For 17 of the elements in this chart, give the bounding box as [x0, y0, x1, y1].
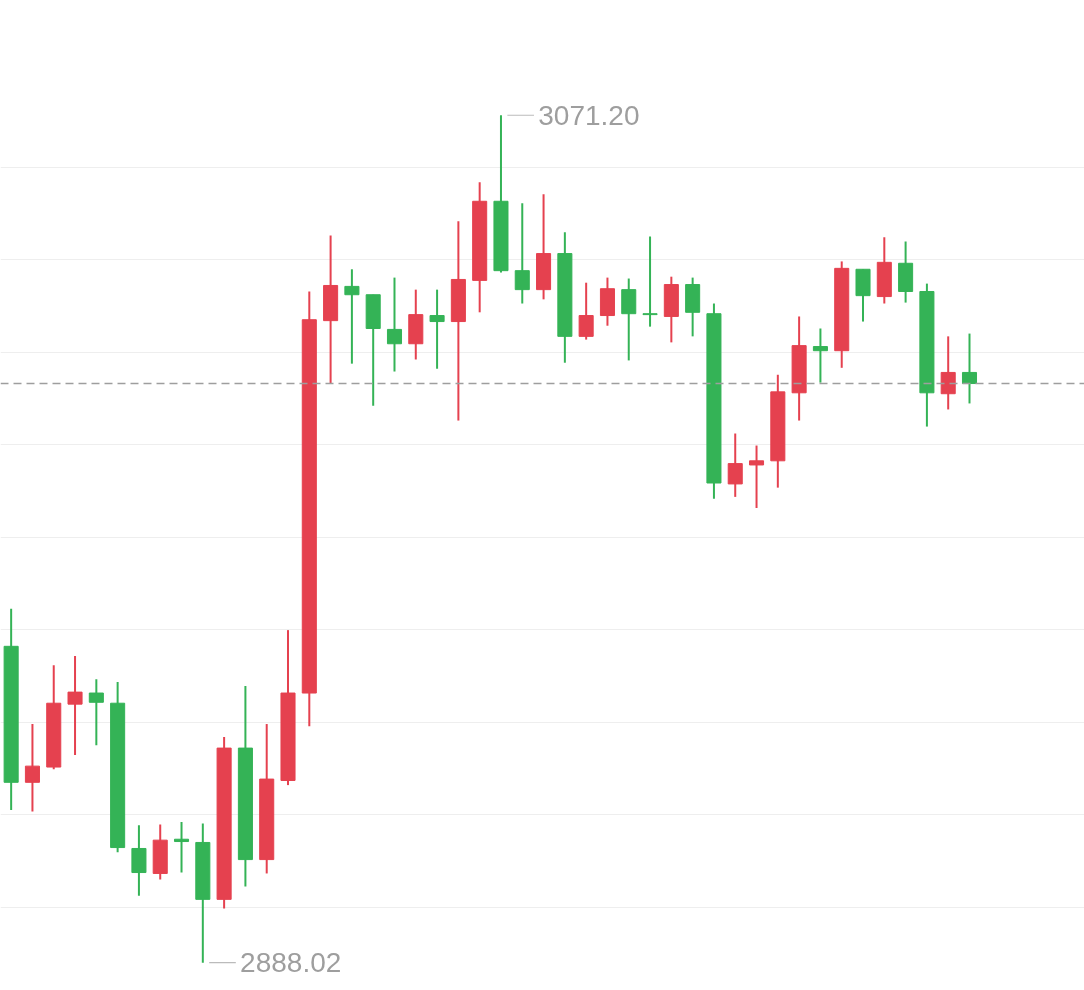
- annotation: 2888.02: [240, 947, 342, 979]
- candlestick: [88, 678, 104, 747]
- candlestick: [173, 821, 190, 874]
- candlestick: [344, 268, 360, 365]
- candlestick: [578, 281, 594, 341]
- candlestick: [642, 235, 658, 328]
- candlestick: [961, 332, 978, 405]
- candlestick: [514, 202, 530, 305]
- candlestick: [727, 432, 743, 498]
- candlestick: [24, 723, 40, 813]
- candlestick: [749, 444, 765, 509]
- candlestick: [940, 335, 956, 411]
- candlestick: [67, 655, 83, 757]
- candlestick: [386, 276, 403, 373]
- annotation: 3071.20: [538, 99, 640, 131]
- candlestick: [812, 327, 828, 384]
- candlestick: [429, 288, 445, 370]
